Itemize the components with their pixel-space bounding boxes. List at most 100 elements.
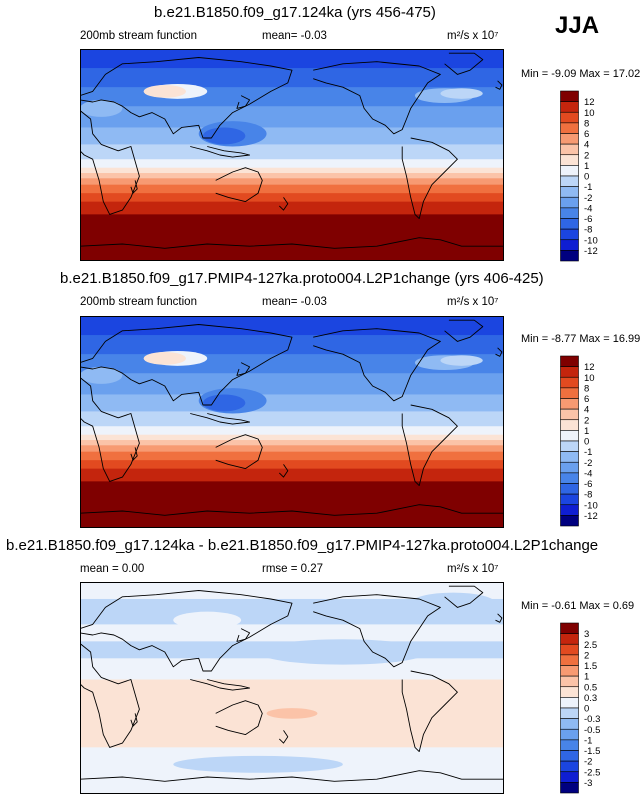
- colorbar-swatch: [560, 718, 579, 730]
- colorbar-swatch: [560, 633, 579, 645]
- colorbar-tick-label: 2: [584, 415, 589, 426]
- colorbar-swatch: [560, 643, 579, 656]
- map-band: [80, 193, 504, 203]
- colorbar-tick-label: 0: [584, 172, 589, 183]
- colorbar-tick-label: -1: [584, 447, 592, 458]
- colorbar-tick-label: -6: [584, 479, 592, 490]
- panel-3-colorbar: 32.521.510.50.30-0.3-0.5-1-1.5-2-2.5-3: [560, 622, 600, 794]
- map-band: [80, 167, 504, 175]
- coastline: [278, 197, 289, 211]
- coastline: [236, 628, 251, 642]
- colorbar-tick-label: 8: [584, 118, 589, 129]
- coastline: [130, 447, 138, 461]
- colorbar-tick-label: -10: [584, 235, 598, 246]
- coastline: [80, 643, 140, 748]
- colorbar-tick-label: 2: [584, 650, 589, 661]
- colorbar-swatch: [560, 461, 579, 474]
- map-band: [80, 426, 504, 436]
- colorbar-swatch: [560, 451, 579, 463]
- map-band: [80, 335, 504, 356]
- colorbar-tick-label: 2.5: [584, 640, 597, 651]
- map-band: [80, 394, 504, 413]
- colorbar-tick-label: 12: [584, 97, 595, 108]
- colorbar-tick-label: 10: [584, 373, 595, 384]
- colorbar-tick-label: -8: [584, 225, 592, 236]
- map-fill: [80, 316, 504, 528]
- map-frame: [80, 316, 504, 528]
- colorbar-tick-label: 1: [584, 161, 589, 172]
- map-anomaly: [202, 127, 246, 145]
- map-band: [80, 481, 504, 528]
- colorbar-tick-label: 0.3: [584, 693, 597, 704]
- colorbar-swatch: [560, 228, 579, 241]
- map-band: [80, 106, 504, 129]
- map-band: [80, 144, 504, 161]
- colorbar-tick-label: 0: [584, 704, 589, 715]
- colorbar-swatch: [560, 398, 579, 410]
- colorbar-tick-label: -1: [584, 182, 592, 193]
- coastline: [80, 377, 140, 482]
- colorbar-tick-label: -2.5: [584, 767, 600, 778]
- colorbar-tick-label: 10: [584, 108, 595, 119]
- map-anomaly: [173, 755, 343, 773]
- coastline: [215, 167, 263, 203]
- map-band: [80, 373, 504, 396]
- coastline: [80, 324, 293, 406]
- colorbar-swatch: [560, 133, 579, 145]
- colorbar-tick-label: -2: [584, 458, 592, 469]
- map-band: [80, 411, 504, 428]
- map-band: [80, 451, 504, 462]
- map-anomaly: [410, 592, 496, 614]
- map-anomaly: [143, 85, 186, 98]
- colorbar-swatch: [560, 686, 579, 698]
- colorbar-tick-label: 1: [584, 672, 589, 683]
- coastline: [313, 61, 441, 135]
- coastline: [278, 730, 289, 744]
- coastline: [401, 404, 458, 487]
- colorbar-tick-label: 1.5: [584, 661, 597, 672]
- panel-1-title: b.e21.B1850.f09_g17.124ka (yrs 456-475): [154, 4, 436, 21]
- map-band: [80, 582, 504, 600]
- colorbar-swatch: [560, 186, 579, 198]
- coastline: [495, 613, 503, 623]
- map-band: [80, 434, 504, 442]
- map-anomaly: [202, 394, 246, 412]
- map-anomaly: [440, 88, 483, 99]
- colorbar-swatch: [560, 165, 579, 177]
- map-band: [80, 201, 504, 216]
- colorbar-swatch: [560, 760, 579, 773]
- coastline: [130, 180, 138, 194]
- colorbar-swatch: [560, 440, 579, 452]
- season-label: JJA: [555, 12, 600, 39]
- panel-2-min-max: Min = -8.77 Max = 16.99: [521, 333, 641, 345]
- panel-3-min-max: Min = -0.61 Max = 0.69: [521, 600, 635, 612]
- coastline: [80, 110, 140, 215]
- map-band: [80, 173, 504, 180]
- map-anomaly: [80, 366, 123, 384]
- colorbar-tick-label: -1.5: [584, 746, 600, 757]
- panel-2-variable-label: 200mb stream function: [80, 296, 197, 308]
- colorbar-swatch: [560, 154, 579, 166]
- coastlines: [80, 319, 504, 516]
- coastline: [444, 585, 484, 608]
- colorbar-swatch: [560, 111, 579, 124]
- colorbar-tick-label: 6: [584, 129, 589, 140]
- map-band: [80, 127, 504, 146]
- map-band: [80, 624, 504, 643]
- colorbar-tick-label: -0.5: [584, 725, 600, 736]
- map-anomaly: [266, 708, 318, 719]
- map-band: [80, 445, 504, 453]
- colorbar-swatch: [560, 419, 579, 431]
- colorbar-tick-label: -4: [584, 468, 592, 479]
- map-band: [80, 214, 504, 261]
- colorbar-tick-label: -2: [584, 193, 592, 204]
- map-band: [80, 184, 504, 195]
- coastline: [190, 146, 251, 158]
- colorbar-tick-label: 4: [584, 405, 589, 416]
- coastline: [80, 770, 504, 782]
- coastline: [215, 434, 263, 470]
- colorbar-tick-label: -0.3: [584, 714, 600, 725]
- colorbar-swatch: [560, 376, 579, 389]
- colorbar-tick-label: -1: [584, 735, 592, 746]
- coastline: [236, 95, 251, 109]
